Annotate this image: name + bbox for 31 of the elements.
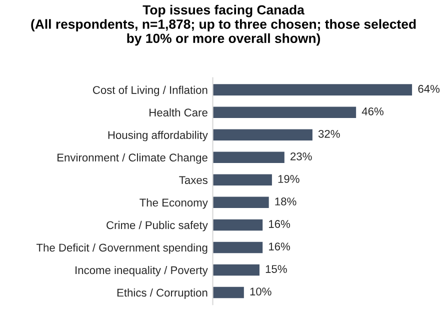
bar xyxy=(212,242,263,254)
y-tick-label: Environment / Climate Change xyxy=(58,153,208,164)
data-label: 23% xyxy=(290,152,312,160)
bar xyxy=(212,106,356,118)
bar xyxy=(212,84,412,96)
y-tick-label: The Deficit / Government spending xyxy=(36,243,208,254)
y-tick-label: Housing affordability xyxy=(108,130,208,142)
y-tick-label: Ethics / Corruption xyxy=(117,288,208,299)
bar xyxy=(212,196,269,208)
y-tick-label: Crime / Public safety xyxy=(106,220,208,232)
bar xyxy=(212,286,244,298)
y-tick-label: The Economy xyxy=(140,198,208,209)
bar xyxy=(212,129,312,140)
y-tick-label: Income inequality / Poverty xyxy=(76,266,208,276)
bar xyxy=(212,174,272,186)
data-label: 10% xyxy=(250,288,272,296)
data-label: 15% xyxy=(266,265,287,273)
data-label: 46% xyxy=(362,107,384,116)
bar xyxy=(212,264,260,276)
bar xyxy=(212,219,263,231)
data-label: 16% xyxy=(269,220,290,228)
bar xyxy=(212,152,284,164)
y-tick-label: Taxes xyxy=(179,176,208,184)
y-tick-label: Health Care xyxy=(150,108,208,116)
chart-title: Top issues facing Canada (All respondents, n=1,878; up to three chosen; those selected by 10% or more overall shown) xyxy=(31,4,416,46)
data-label: 16% xyxy=(269,242,290,250)
y-tick-label: Cost of Living / Inflation xyxy=(92,86,208,96)
data-label: 32% xyxy=(318,130,340,138)
data-label: 19% xyxy=(278,175,300,183)
data-label: 64% xyxy=(418,84,440,93)
data-label: 18% xyxy=(275,198,296,206)
